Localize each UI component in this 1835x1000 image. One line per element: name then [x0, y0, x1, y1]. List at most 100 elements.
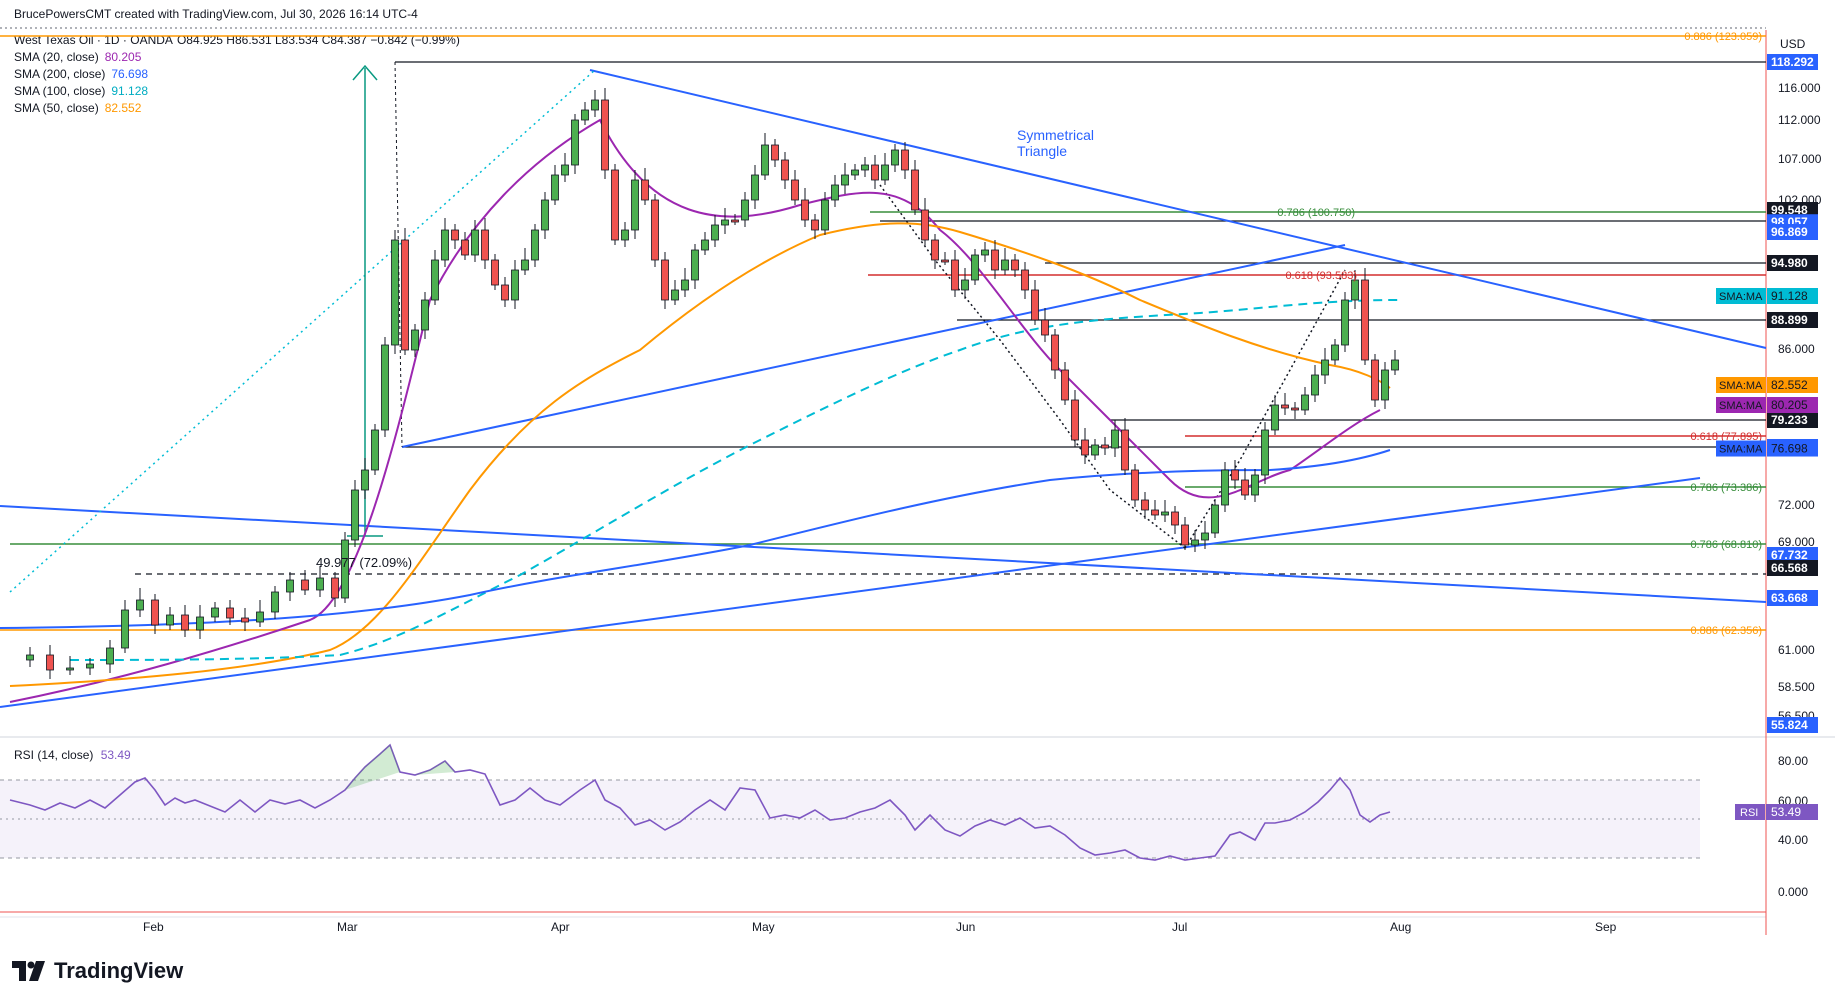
candle[interactable] — [581, 109, 589, 121]
candle[interactable] — [411, 329, 419, 351]
candle[interactable] — [1251, 474, 1259, 496]
candle[interactable] — [521, 259, 529, 271]
candle[interactable] — [361, 469, 369, 491]
candle[interactable] — [491, 259, 499, 286]
price-label-box[interactable] — [1767, 224, 1818, 240]
price-label-box[interactable] — [1767, 312, 1818, 328]
candle[interactable] — [351, 489, 359, 541]
candle[interactable] — [166, 614, 174, 626]
candle[interactable] — [641, 179, 649, 201]
candle[interactable] — [1361, 279, 1369, 361]
candle[interactable] — [821, 199, 829, 231]
candle[interactable] — [731, 219, 739, 223]
candle[interactable] — [831, 184, 839, 201]
candle[interactable] — [601, 99, 609, 171]
dotted-projection[interactable] — [9, 69, 596, 593]
candle[interactable] — [571, 119, 579, 166]
candle[interactable] — [1371, 359, 1379, 401]
price-label-box[interactable] — [1767, 547, 1818, 563]
candle[interactable] — [691, 249, 699, 281]
candle[interactable] — [461, 239, 469, 256]
candle[interactable] — [981, 249, 989, 256]
candle[interactable] — [1001, 259, 1009, 271]
fib-label[interactable]: 0.786 (100.750) — [1277, 207, 1355, 219]
candle[interactable] — [881, 164, 889, 181]
candle[interactable] — [671, 289, 679, 301]
candle[interactable] — [1341, 299, 1349, 346]
rsi-line[interactable] — [9, 743, 1391, 861]
candle[interactable] — [711, 224, 719, 241]
descending-trendline[interactable] — [0, 505, 1767, 603]
candle[interactable] — [226, 607, 234, 619]
triangle-annotation-line1[interactable]: Symmetrical — [1017, 127, 1094, 143]
price-label-box[interactable] — [1767, 717, 1818, 733]
candle[interactable] — [1231, 469, 1239, 481]
candle[interactable] — [951, 259, 959, 291]
candle[interactable] — [1161, 511, 1169, 516]
candle[interactable] — [1221, 469, 1229, 506]
candle[interactable] — [721, 219, 729, 226]
fib-label[interactable]: 0.886 (62.356) — [1690, 625, 1762, 637]
rising-trendline[interactable] — [0, 477, 1701, 708]
candle[interactable] — [1061, 369, 1069, 401]
price-axis[interactable]: 116.000 112.000 107.000 102.000 86.000 7… — [1778, 81, 1822, 899]
fib-label[interactable]: 0.786 (68.810) — [1690, 539, 1762, 551]
price-label-box[interactable] — [1767, 590, 1818, 606]
candle[interactable] — [431, 259, 439, 301]
triangle-lower-trendline[interactable] — [401, 244, 1346, 448]
sma100-line[interactable] — [69, 299, 1401, 661]
candle[interactable] — [1121, 429, 1129, 471]
candle[interactable] — [26, 654, 34, 661]
candle[interactable] — [1151, 509, 1159, 516]
candle[interactable] — [1211, 504, 1219, 534]
fib-label[interactable]: 0.786 (73.386) — [1690, 482, 1762, 494]
candle[interactable] — [1381, 369, 1389, 401]
sma20-legend[interactable]: SMA (20, close) 80.205 — [14, 49, 460, 66]
candle[interactable] — [1041, 319, 1049, 336]
candle[interactable] — [331, 577, 339, 599]
candle[interactable] — [941, 259, 949, 263]
candle[interactable] — [1021, 269, 1029, 291]
candle[interactable] — [381, 344, 389, 431]
candle[interactable] — [681, 279, 689, 291]
candle[interactable] — [551, 174, 559, 201]
ma-value-box[interactable] — [1767, 288, 1818, 304]
candle[interactable] — [181, 614, 189, 631]
candle[interactable] — [211, 607, 219, 618]
ma-tag-box[interactable] — [1716, 377, 1766, 393]
sma50-legend[interactable]: SMA (50, close) 82.552 — [14, 100, 460, 117]
candle[interactable] — [1011, 259, 1019, 271]
candle[interactable] — [1301, 394, 1309, 411]
candle[interactable] — [781, 159, 789, 181]
rsi-value-box[interactable] — [1766, 804, 1818, 820]
candle[interactable] — [1071, 399, 1079, 441]
candle[interactable] — [1281, 404, 1289, 409]
fib-label[interactable]: 0.618 (77.895) — [1690, 431, 1762, 443]
ma-tag-box[interactable] — [1716, 440, 1766, 457]
candle[interactable] — [851, 169, 859, 176]
candle[interactable] — [1131, 469, 1139, 501]
candle[interactable] — [841, 174, 849, 186]
candle[interactable] — [441, 229, 449, 261]
candle[interactable] — [66, 667, 74, 671]
ma-tag-box[interactable] — [1716, 288, 1766, 304]
candle[interactable] — [106, 647, 114, 665]
price-label-box[interactable] — [1767, 412, 1818, 428]
candle[interactable] — [871, 164, 879, 181]
candle[interactable] — [151, 599, 159, 626]
candle[interactable] — [531, 229, 539, 261]
candle[interactable] — [1191, 539, 1199, 546]
candle[interactable] — [661, 259, 669, 301]
candle[interactable] — [1141, 499, 1149, 511]
candle[interactable] — [511, 269, 519, 301]
candle[interactable] — [651, 199, 659, 261]
candle[interactable] — [286, 579, 294, 593]
candle[interactable] — [301, 579, 309, 591]
candle[interactable] — [971, 254, 979, 281]
candle[interactable] — [1291, 407, 1299, 411]
candle[interactable] — [1171, 511, 1179, 526]
sma50-line[interactable] — [9, 222, 1391, 687]
candles[interactable] — [26, 88, 1399, 679]
rsi-tag-box[interactable] — [1735, 804, 1765, 820]
candle[interactable] — [421, 299, 429, 331]
